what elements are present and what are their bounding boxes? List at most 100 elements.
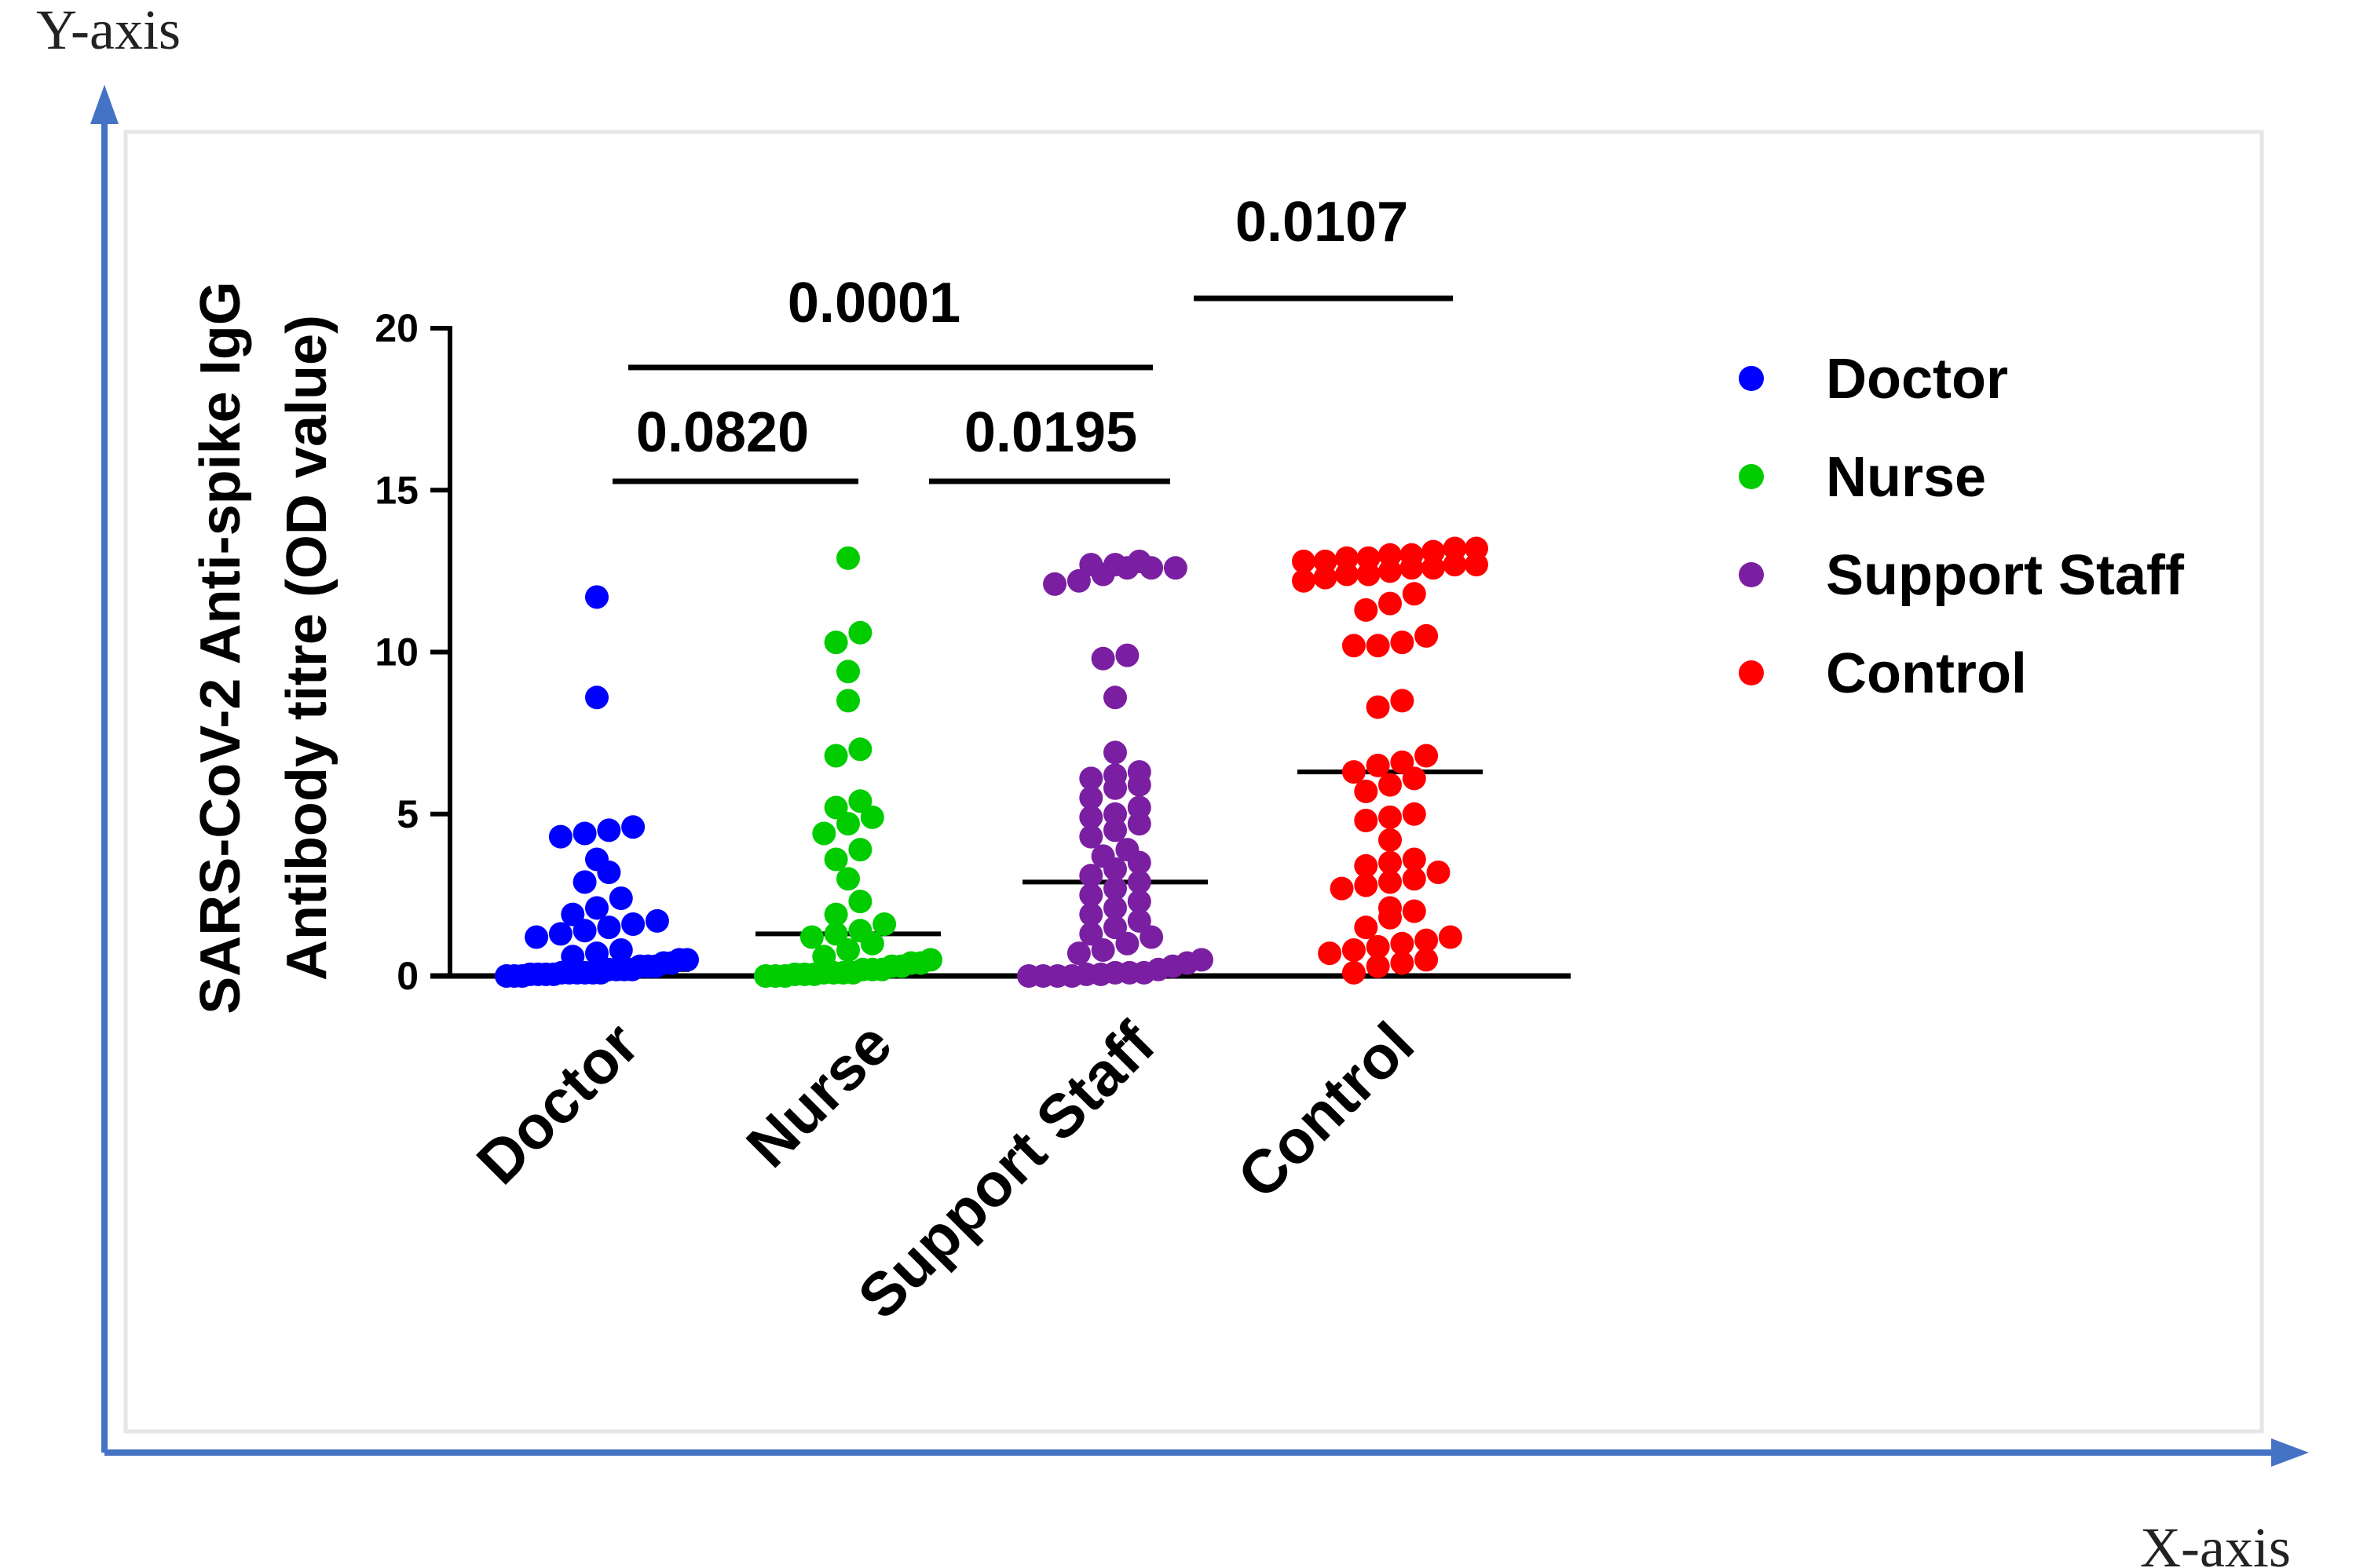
point-nurse <box>824 847 848 872</box>
point-control <box>1378 543 1402 567</box>
point-control <box>1390 931 1414 956</box>
point-control <box>1341 634 1366 658</box>
outer-y-arrowhead <box>90 85 119 124</box>
point-control <box>1313 565 1337 590</box>
y-ticks: 0 5 10 15 20 <box>375 306 450 998</box>
data-points <box>495 536 1488 988</box>
point-support-staff <box>1127 760 1151 784</box>
point-support-staff <box>1115 643 1140 667</box>
legend-marker <box>1739 464 1764 489</box>
outer-axes: Y-axis X-axis <box>36 0 2309 1568</box>
y-axis-title-line2: Antibody titre (OD value) <box>276 315 338 981</box>
point-support-staff <box>1103 802 1127 826</box>
point-nurse <box>836 938 860 962</box>
point-control <box>1354 779 1378 803</box>
y-axis-title: SARS-CoV-2 Anti-spike IgG Antibody titre… <box>189 281 338 1014</box>
point-support-staff <box>1115 931 1140 956</box>
outer-x-label: X-axis <box>2140 1516 2291 1568</box>
point-support-staff <box>1103 685 1127 710</box>
point-control <box>1443 553 1467 577</box>
point-nurse <box>836 689 860 713</box>
point-support-staff <box>1127 870 1151 894</box>
point-support-staff <box>1079 883 1103 907</box>
point-support-staff <box>1115 838 1140 862</box>
point-doctor <box>548 824 573 849</box>
legend: Doctor Nurse Support Staff Control <box>1739 348 2185 705</box>
point-support-staff <box>1127 908 1151 933</box>
point-support-staff <box>1127 550 1151 573</box>
point-doctor <box>675 948 699 972</box>
legend-label: Control <box>1826 642 2027 705</box>
point-control <box>1356 546 1381 570</box>
point-control <box>1330 876 1354 901</box>
point-control <box>1341 960 1366 985</box>
point-doctor <box>609 938 633 962</box>
point-support-staff <box>1079 922 1103 946</box>
point-doctor <box>585 896 609 920</box>
p-value-label: 0.0107 <box>1235 191 1408 254</box>
significance-brackets: 0.0820 0.0195 0.0001 0.0107 <box>613 191 1453 484</box>
point-control <box>1465 553 1488 577</box>
point-doctor <box>561 945 585 969</box>
point-support-staff <box>1103 916 1127 940</box>
point-doctor <box>573 821 597 846</box>
point-support-staff <box>1091 646 1115 671</box>
point-doctor <box>561 902 585 927</box>
y-tick-label: 10 <box>375 630 419 674</box>
point-control <box>1378 896 1402 920</box>
point-control <box>1414 744 1439 768</box>
point-control <box>1292 568 1315 593</box>
p-value-label: 0.0820 <box>636 401 809 464</box>
point-control <box>1354 598 1378 622</box>
point-doctor <box>525 925 549 949</box>
point-support-staff <box>1103 740 1127 765</box>
point-control <box>1378 828 1402 852</box>
point-nurse <box>824 922 848 946</box>
point-support-staff <box>1091 844 1115 868</box>
point-nurse <box>848 838 873 862</box>
point-control <box>1390 689 1414 713</box>
legend-marker <box>1739 562 1764 587</box>
point-nurse <box>836 867 860 891</box>
legend-label: Doctor <box>1826 348 2008 411</box>
point-control <box>1318 941 1342 966</box>
point-control <box>1366 934 1390 959</box>
point-control <box>1366 634 1390 658</box>
point-support-staff <box>1079 766 1103 791</box>
point-control <box>1378 870 1402 894</box>
point-doctor <box>621 815 646 839</box>
point-support-staff <box>1079 805 1103 829</box>
p-value-label: 0.0195 <box>964 401 1137 464</box>
point-control <box>1354 853 1378 878</box>
point-control <box>1341 760 1366 784</box>
point-support-staff <box>1079 553 1103 577</box>
point-control <box>1414 623 1439 648</box>
point-nurse <box>812 945 836 969</box>
point-support-staff <box>1127 890 1151 914</box>
point-nurse <box>824 744 848 768</box>
point-support-staff <box>1079 864 1103 888</box>
point-control <box>1402 867 1426 891</box>
point-control <box>1402 847 1426 872</box>
figure-panel <box>123 130 2264 1434</box>
point-control <box>1402 802 1426 826</box>
point-support-staff <box>1079 824 1103 849</box>
point-doctor <box>621 912 646 936</box>
point-control <box>1438 925 1462 949</box>
point-nurse <box>848 919 873 943</box>
y-tick-label: 0 <box>397 954 419 998</box>
point-doctor <box>585 847 609 872</box>
outer-y-label: Y-axis <box>36 0 181 61</box>
point-control <box>1292 550 1315 573</box>
point-doctor <box>609 886 633 910</box>
point-control <box>1354 916 1378 940</box>
point-control <box>1390 951 1414 975</box>
point-control <box>1378 805 1402 829</box>
point-nurse <box>848 789 873 813</box>
point-nurse <box>824 795 848 820</box>
point-control <box>1366 954 1390 978</box>
y-tick-label: 5 <box>397 792 419 836</box>
point-support-staff <box>1103 818 1127 842</box>
point-control <box>1390 630 1414 655</box>
